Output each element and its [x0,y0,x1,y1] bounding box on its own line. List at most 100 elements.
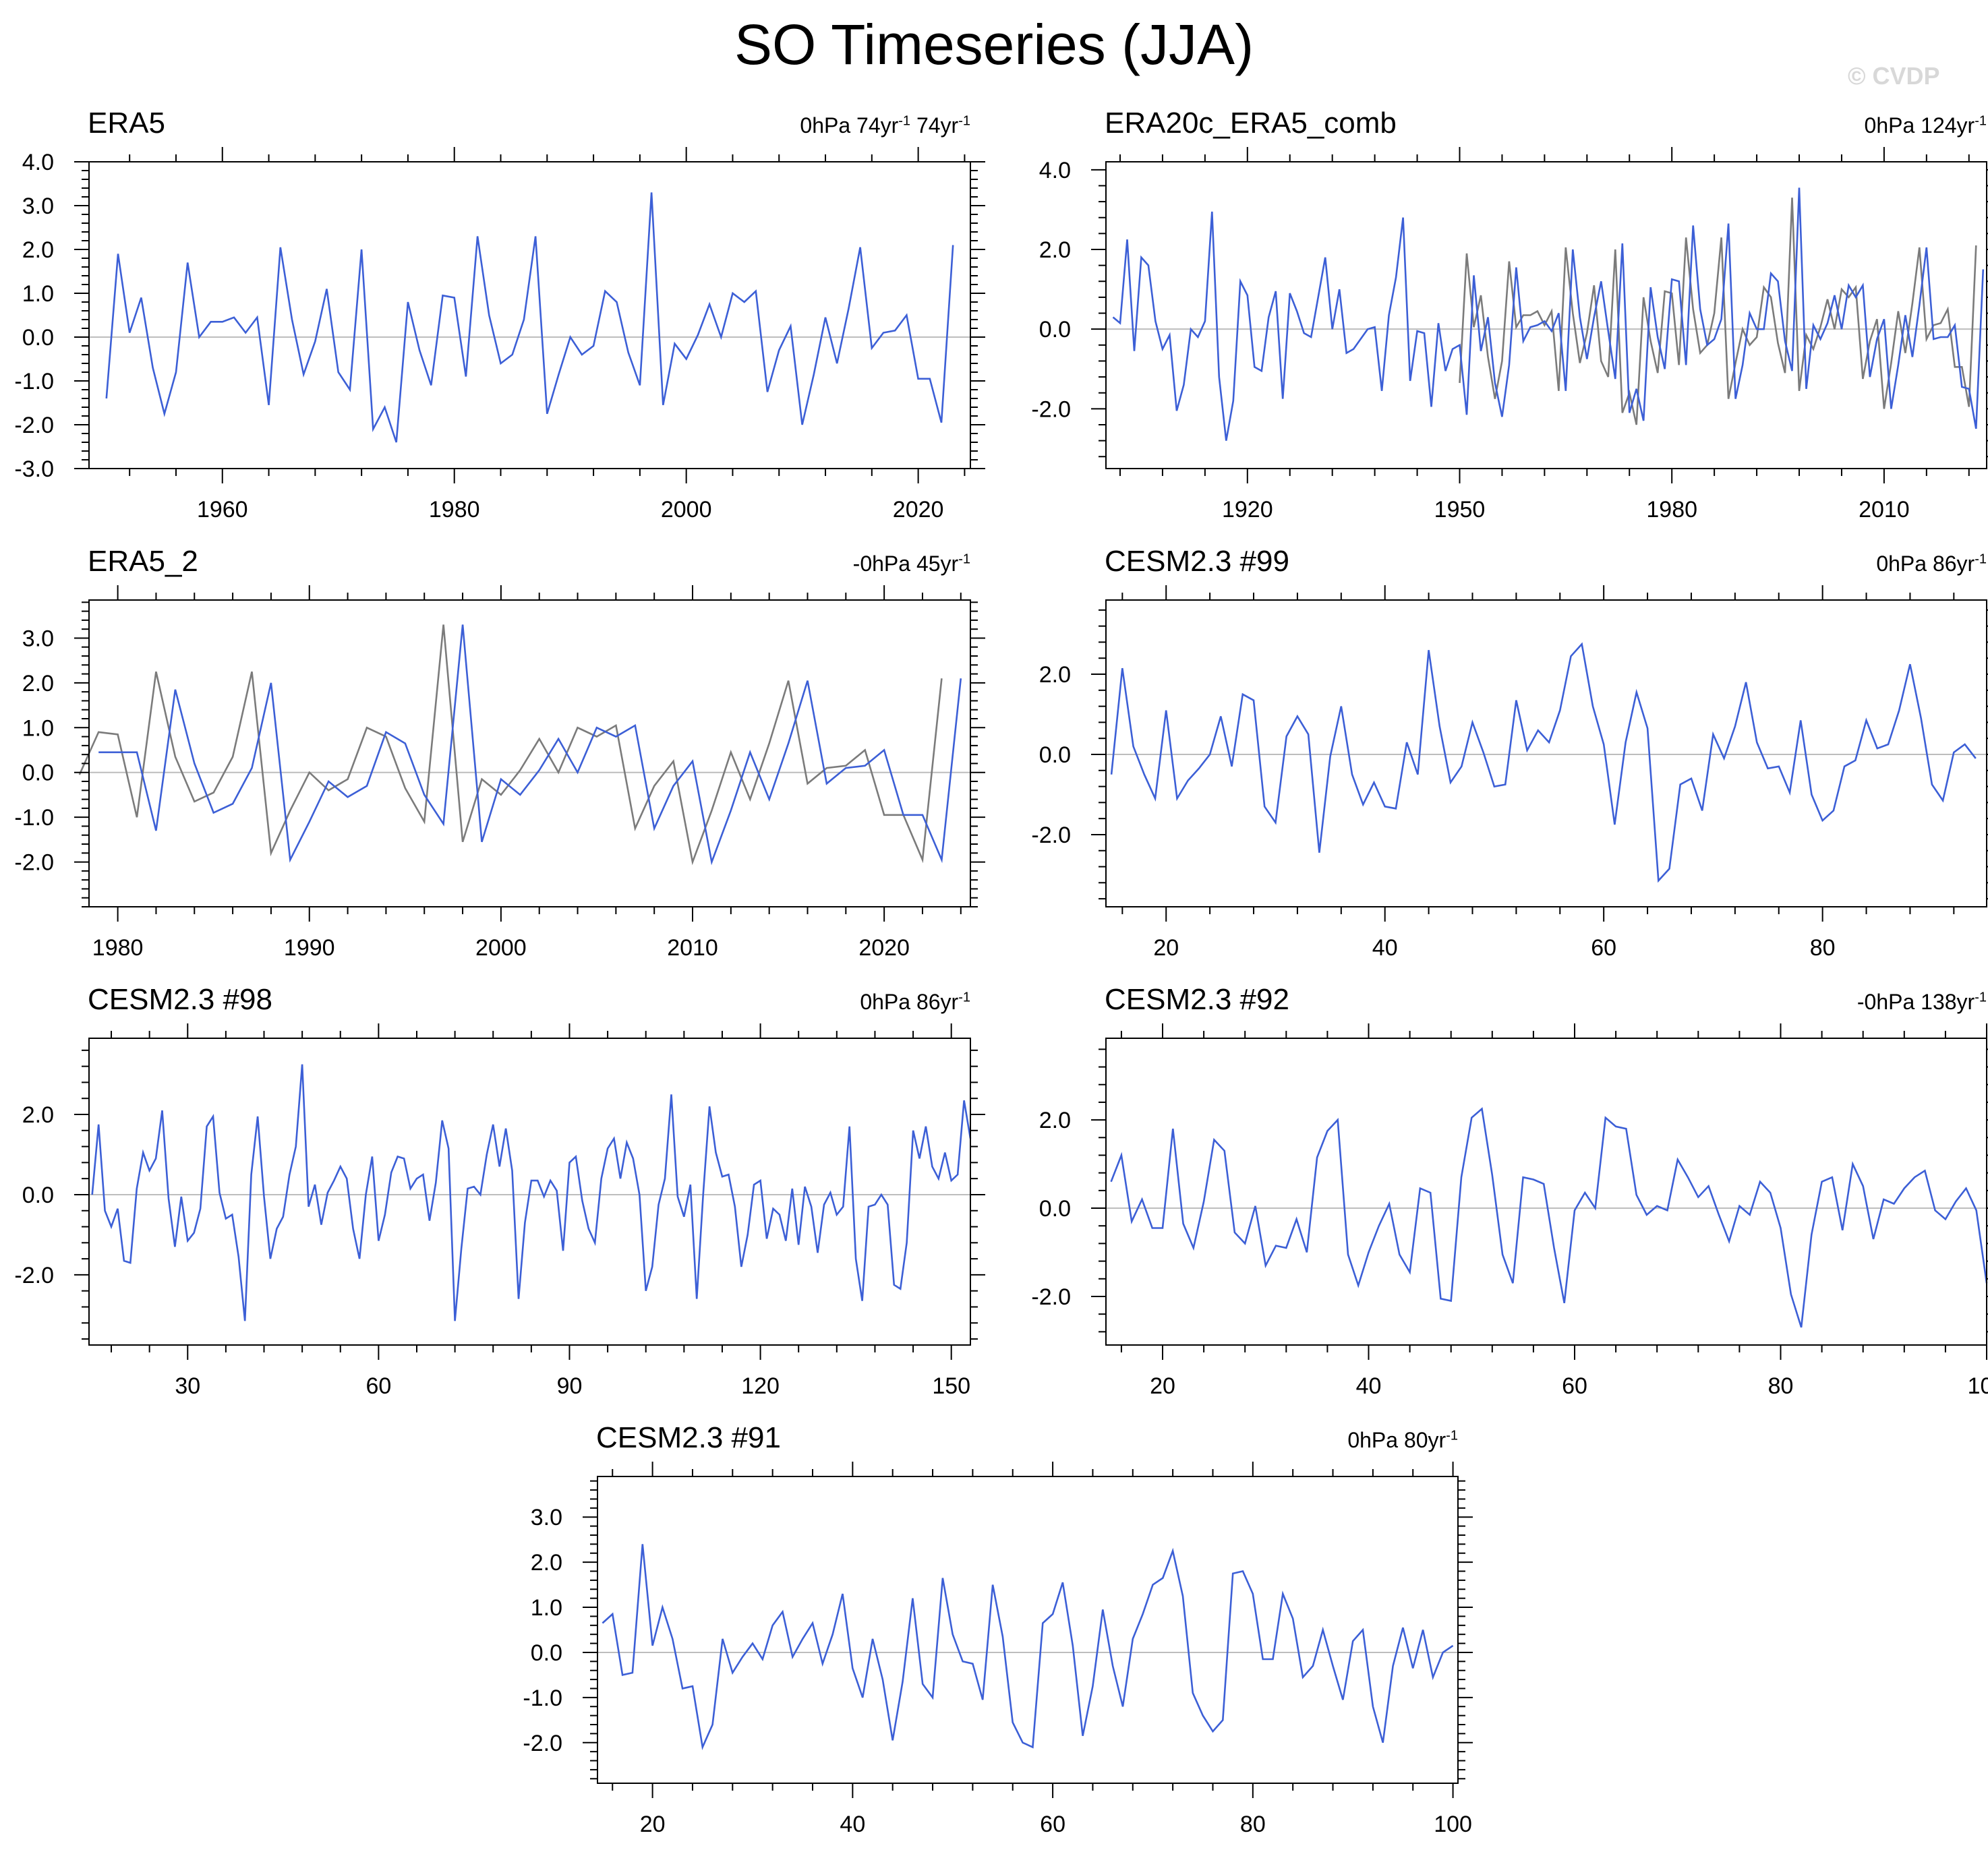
x-tick-label: 2000 [475,935,527,961]
x-tick-label: 80 [1768,1373,1794,1399]
y-tick-label: -1.0 [14,369,54,394]
panel-trend-note: 0hPa 86yr-1 [860,990,970,1015]
y-tick-label: -2.0 [1031,823,1071,848]
y-tick-label: 2.0 [22,671,54,696]
x-tick-label: 60 [1591,935,1616,961]
x-tick-label: 150 [932,1373,970,1399]
secondary-series-line [78,624,943,866]
x-tick-label: 1980 [92,935,144,961]
plot-frame [1105,161,1987,469]
x-tick-label: 2010 [1859,497,1910,522]
y-tick-label: 2.0 [1039,1108,1071,1133]
x-tick-label: 1980 [1646,497,1697,522]
note-superscript: -1 [1446,1428,1458,1443]
x-tick-label: 40 [840,1812,865,1837]
panel-title: CESM2.3 #91 [596,1421,781,1454]
plot-frame [1105,1038,1987,1346]
x-tick-label: 1950 [1434,497,1486,522]
y-tick-label: -2.0 [14,1263,54,1288]
y-tick-label: 1.0 [22,281,54,307]
plot-frame [1105,599,1987,907]
y-tick-label: 3.0 [531,1505,562,1530]
secondary-series-line [1459,198,1977,425]
x-tick-label: 60 [366,1373,391,1399]
x-tick-label: 2000 [661,497,712,522]
primary-series-line [1112,187,1985,441]
x-tick-label: 1980 [429,497,480,522]
y-tick-label: 0.0 [22,325,54,351]
panel-trend-note: 0hPa 80yr-1 [1347,1428,1458,1453]
x-tick-label: 2010 [667,935,718,961]
panel-title: ERA5 [88,107,165,140]
y-tick-label: -1.0 [523,1685,562,1711]
x-tick-label: 20 [1150,1373,1175,1399]
y-tick-label: 0.0 [1039,317,1071,342]
y-tick-label: 2.0 [1039,662,1071,688]
y-tick-label: -2.0 [1031,1284,1071,1310]
y-tick-label: 2.0 [22,237,54,263]
panel-trend-note: 0hPa 86yr-1 [1876,551,1987,576]
y-tick-label: 1.0 [22,715,54,741]
x-tick-label: 20 [640,1812,666,1837]
primary-series-line [602,1544,1454,1751]
y-tick-label: -1.0 [14,805,54,831]
x-tick-label: 20 [1153,935,1179,961]
panel-trend-note: 0hPa 74yr-1 74yr-1 [800,113,970,138]
panel-title: CESM2.3 #98 [88,983,272,1016]
x-tick-label: 90 [557,1373,583,1399]
y-tick-label: -2.0 [523,1731,562,1756]
x-tick-label: 60 [1040,1812,1065,1837]
note-text: 0hPa 74yr [800,113,899,138]
plot-frame [88,161,971,469]
note-text: 0hPa 124yr [1864,113,1975,138]
note-superscript: -1 [958,990,970,1005]
plot-frame [88,599,971,907]
x-tick-label: 2020 [858,935,910,961]
x-tick-label: 80 [1810,935,1836,961]
note-superscript: -1 [898,113,911,129]
y-tick-label: -3.0 [14,456,54,482]
y-tick-label: 2.0 [1039,237,1071,263]
primary-series-line [1110,642,1977,883]
plot-frame [88,1038,971,1346]
x-tick-label: 100 [1434,1812,1472,1837]
y-tick-label: -2.0 [1031,396,1071,422]
note-superscript: -1 [958,551,970,567]
panel-trend-note: 0hPa 124yr-1 [1865,113,1987,138]
y-tick-label: 0.0 [531,1640,562,1666]
note-text: 74yr [910,113,959,138]
y-tick-label: 4.0 [1039,158,1071,183]
y-tick-label: 1.0 [531,1595,562,1621]
figure-title: SO Timeseries (JJA) [734,13,1254,76]
note-text: -0hPa 138yr [1857,990,1975,1014]
panel-title: ERA5_2 [88,545,198,578]
y-tick-label: 0.0 [22,760,54,786]
panel-title: ERA20c_ERA5_comb [1105,107,1397,140]
y-tick-label: -2.0 [14,413,54,438]
x-tick-label: 1920 [1222,497,1273,522]
y-tick-label: 0.0 [1039,742,1071,768]
x-tick-label: 120 [741,1373,780,1399]
y-tick-label: 4.0 [22,150,54,175]
primary-series-line [91,1064,972,1321]
y-tick-label: 0.0 [22,1183,54,1208]
x-tick-label: 40 [1356,1373,1382,1399]
x-tick-label: 1990 [284,935,335,961]
note-superscript: -1 [1975,990,1987,1005]
note-text: 0hPa 86yr [1876,551,1975,576]
note-superscript: -1 [1975,113,1987,129]
x-tick-label: 2020 [893,497,944,522]
panel-trend-note: -0hPa 45yr-1 [853,551,970,576]
note-text: 0hPa 80yr [1347,1428,1446,1452]
panel-trend-note: -0hPa 138yr-1 [1857,990,1987,1015]
y-tick-label: 2.0 [22,1102,54,1128]
panel-title: CESM2.3 #99 [1105,545,1289,578]
note-superscript: -1 [1975,551,1987,567]
y-tick-label: 3.0 [22,626,54,651]
x-tick-label: 30 [175,1373,200,1399]
y-tick-label: -2.0 [14,850,54,876]
y-tick-label: 3.0 [22,193,54,219]
watermark-label: © CVDP [1848,62,1940,90]
x-tick-label: 60 [1562,1373,1587,1399]
